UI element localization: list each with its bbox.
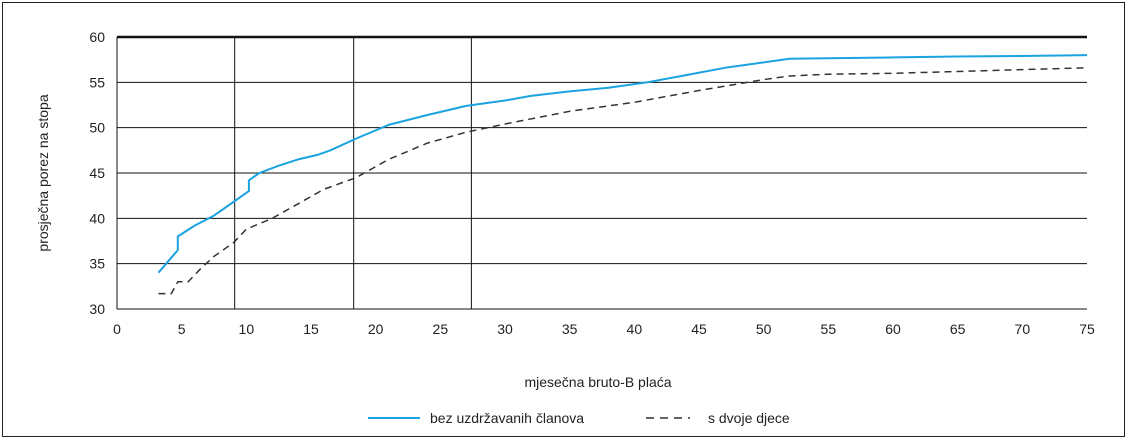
y-tick-label-50: 50 bbox=[89, 120, 105, 136]
x-tick-label-55: 55 bbox=[821, 321, 837, 337]
y-tick-label-30: 30 bbox=[89, 301, 105, 317]
series-line-bez-uzdrzavanih-clanova bbox=[157, 54, 1088, 274]
x-tick-label-5: 5 bbox=[178, 321, 186, 337]
x-tick-label-0: 0 bbox=[113, 321, 121, 337]
legend: bez uzdržavanih članova s dvoje djece bbox=[368, 410, 790, 426]
x-tick-label-50: 50 bbox=[756, 321, 772, 337]
legend-label-s-dvoje-djece: s dvoje djece bbox=[708, 410, 790, 426]
series-layer bbox=[157, 54, 1088, 295]
x-tick-label-65: 65 bbox=[950, 321, 966, 337]
x-tick-label-45: 45 bbox=[691, 321, 707, 337]
y-tick-label-45: 45 bbox=[89, 165, 105, 181]
y-tick-label-35: 35 bbox=[89, 256, 105, 272]
y-tick-label-55: 55 bbox=[89, 74, 105, 90]
x-tick-label-35: 35 bbox=[562, 321, 578, 337]
y-tick-labels: 30 35 40 45 50 55 60 bbox=[89, 29, 105, 317]
x-tick-label-20: 20 bbox=[368, 321, 384, 337]
x-tick-labels: 0 5 10 15 20 25 30 35 40 45 50 55 60 65 70 75 bbox=[113, 321, 1095, 337]
y-tick-label-40: 40 bbox=[89, 210, 105, 226]
x-tick-label-30: 30 bbox=[497, 321, 513, 337]
x-tick-label-60: 60 bbox=[885, 321, 901, 337]
grid-layer bbox=[116, 35, 1087, 310]
x-tick-label-70: 70 bbox=[1015, 321, 1031, 337]
x-tick-label-10: 10 bbox=[239, 321, 255, 337]
x-tick-label-75: 75 bbox=[1079, 321, 1095, 337]
y-tick-label-60: 60 bbox=[89, 29, 105, 45]
y-axis-label: prosječna porez na stopa bbox=[35, 94, 51, 251]
x-tick-label-25: 25 bbox=[433, 321, 449, 337]
legend-label-bez-uzdrzavanih-clanova: bez uzdržavanih članova bbox=[430, 410, 584, 426]
x-axis-label: mjesečna bruto-B plaća bbox=[524, 374, 671, 390]
x-tick-label-40: 40 bbox=[627, 321, 643, 337]
series-line-s-dvoje-djece bbox=[158, 67, 1088, 295]
x-tick-label-15: 15 bbox=[303, 321, 319, 337]
